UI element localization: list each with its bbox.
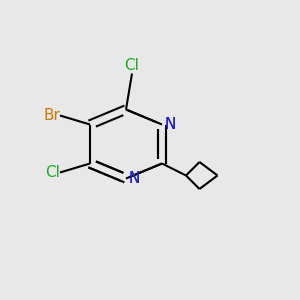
Text: N: N — [128, 171, 140, 186]
Text: N: N — [164, 117, 176, 132]
Text: Cl: Cl — [45, 165, 60, 180]
Text: Br: Br — [43, 108, 60, 123]
Text: N: N — [164, 117, 176, 132]
Text: Cl: Cl — [124, 58, 140, 74]
Text: N: N — [128, 171, 140, 186]
